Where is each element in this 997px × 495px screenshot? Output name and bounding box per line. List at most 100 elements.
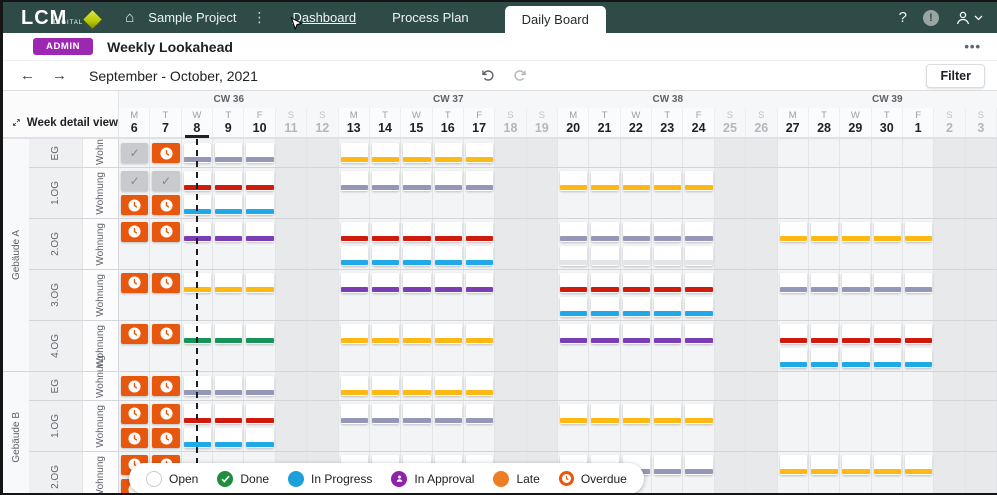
- task-card-blue[interactable]: [403, 246, 431, 267]
- task-card-lavender[interactable]: [246, 376, 274, 396]
- task-card-lavender[interactable]: [340, 170, 368, 191]
- task-card-purple[interactable]: [591, 323, 619, 344]
- task-card-lavender[interactable]: [842, 272, 870, 293]
- day-header-12[interactable]: S 12: [307, 108, 339, 137]
- task-card-open[interactable]: [560, 246, 588, 267]
- kebab-menu-icon[interactable]: ⋮: [252, 9, 267, 25]
- task-card-lavender[interactable]: [560, 221, 588, 242]
- task-card-yellow[interactable]: [591, 170, 619, 191]
- home-icon[interactable]: ⌂: [125, 9, 135, 26]
- task-card-lavender[interactable]: [904, 272, 933, 293]
- task-card-red[interactable]: [622, 272, 651, 293]
- day-header-23[interactable]: T 23: [652, 108, 684, 137]
- task-card-purple[interactable]: [246, 221, 274, 242]
- task-card-red[interactable]: [340, 221, 368, 242]
- task-card-yellow[interactable]: [654, 403, 682, 424]
- task-card-yellow[interactable]: [434, 143, 462, 163]
- task-card-yellow[interactable]: [873, 454, 901, 475]
- day-header-30[interactable]: T 30: [871, 108, 903, 137]
- day-header-17[interactable]: F 17: [463, 108, 496, 137]
- task-card-overdue[interactable]: [152, 403, 180, 424]
- task-card-blue[interactable]: [246, 195, 274, 216]
- task-card-blue[interactable]: [622, 297, 651, 318]
- task-card-lavender[interactable]: [340, 403, 368, 424]
- task-card-yellow[interactable]: [340, 143, 368, 163]
- task-card-yellow[interactable]: [215, 272, 243, 293]
- task-card-yellow[interactable]: [622, 170, 651, 191]
- task-card-lavender[interactable]: [215, 143, 243, 163]
- task-card-purple[interactable]: [560, 323, 588, 344]
- tab-daily-board[interactable]: Daily Board: [504, 6, 606, 33]
- task-card-overdue[interactable]: [121, 428, 149, 449]
- task-card-yellow[interactable]: [685, 170, 713, 191]
- task-card-yellow[interactable]: [340, 376, 368, 396]
- task-card-red[interactable]: [842, 323, 870, 344]
- task-card-purple[interactable]: [403, 272, 431, 293]
- redo-icon[interactable]: [513, 68, 528, 83]
- task-card-yellow[interactable]: [371, 323, 400, 344]
- task-card-overdue[interactable]: [121, 403, 149, 424]
- task-card-yellow[interactable]: [591, 403, 619, 424]
- task-card-overdue[interactable]: [121, 272, 149, 293]
- task-card-lavender[interactable]: [685, 454, 713, 475]
- task-card-yellow[interactable]: [842, 221, 870, 242]
- nav-dashboard[interactable]: Dashboard: [292, 10, 357, 25]
- task-card-red[interactable]: [403, 221, 431, 242]
- task-card-red[interactable]: [591, 272, 619, 293]
- day-header-25[interactable]: S 25: [715, 108, 747, 137]
- task-card-overdue[interactable]: [152, 428, 180, 449]
- week-detail-view-toggle[interactable]: Week detail view: [3, 91, 119, 137]
- task-card-purple[interactable]: [340, 272, 368, 293]
- task-card-yellow[interactable]: [779, 221, 807, 242]
- task-card-red[interactable]: [779, 323, 807, 344]
- task-card-red[interactable]: [215, 403, 243, 424]
- task-card-purple[interactable]: [622, 323, 651, 344]
- task-card-overdue[interactable]: [121, 323, 149, 344]
- undo-icon[interactable]: [480, 68, 495, 83]
- task-card-lavender[interactable]: [685, 221, 713, 242]
- task-card-purple[interactable]: [465, 272, 494, 293]
- task-card-open[interactable]: [654, 246, 682, 267]
- task-card-blue[interactable]: [654, 297, 682, 318]
- day-header-16[interactable]: T 16: [432, 108, 464, 137]
- task-card-lavender[interactable]: [622, 221, 651, 242]
- task-card-lavender[interactable]: [215, 376, 243, 396]
- task-card-yellow[interactable]: [465, 323, 494, 344]
- task-card-red[interactable]: [246, 403, 274, 424]
- task-card-yellow[interactable]: [434, 376, 462, 396]
- task-card-overdue[interactable]: [121, 376, 149, 396]
- task-card-purple[interactable]: [434, 272, 462, 293]
- task-card-blue[interactable]: [434, 246, 462, 267]
- task-card-open[interactable]: [591, 246, 619, 267]
- prev-period-button[interactable]: ←: [20, 67, 35, 84]
- nav-process-plan[interactable]: Process Plan: [392, 10, 469, 25]
- task-card-purple[interactable]: [685, 323, 713, 344]
- day-header-29[interactable]: W 29: [840, 108, 872, 137]
- task-card-yellow[interactable]: [371, 143, 400, 163]
- day-header-26[interactable]: S 26: [746, 108, 778, 137]
- task-card-lavender[interactable]: [465, 170, 494, 191]
- task-card-green[interactable]: [246, 323, 274, 344]
- task-card-yellow[interactable]: [434, 323, 462, 344]
- task-card-blue[interactable]: [810, 348, 839, 369]
- task-card-lavender[interactable]: [810, 272, 839, 293]
- task-card-blue[interactable]: [779, 348, 807, 369]
- task-card-overdue[interactable]: [152, 143, 180, 163]
- task-card-overdue[interactable]: [121, 195, 149, 216]
- task-card-blue[interactable]: [873, 348, 901, 369]
- day-header-21[interactable]: T 21: [589, 108, 621, 137]
- task-card-yellow[interactable]: [371, 376, 400, 396]
- day-header-13[interactable]: M 13: [338, 108, 370, 137]
- user-menu[interactable]: [955, 10, 983, 26]
- task-card-red[interactable]: [434, 221, 462, 242]
- task-card-lavender[interactable]: [434, 403, 462, 424]
- task-card-yellow[interactable]: [403, 143, 431, 163]
- task-card-blue[interactable]: [465, 246, 494, 267]
- task-card-red[interactable]: [215, 170, 243, 191]
- task-card-lavender[interactable]: [654, 221, 682, 242]
- task-card-red[interactable]: [371, 221, 400, 242]
